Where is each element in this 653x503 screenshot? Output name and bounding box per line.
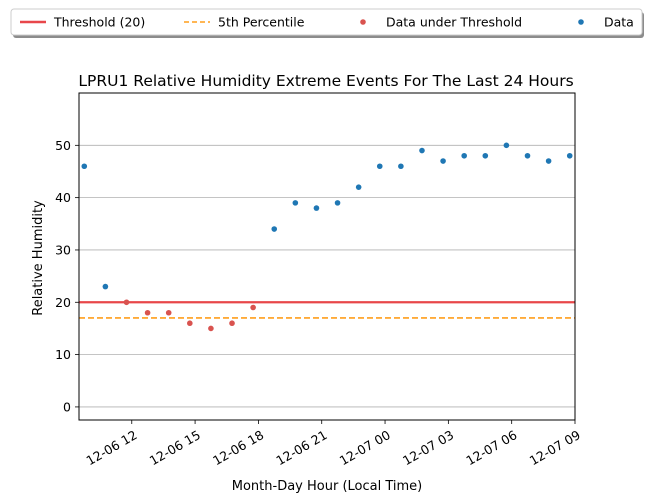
legend-box: [10, 8, 643, 36]
data-point: [545, 158, 552, 164]
x-tick-label: 12-06 18: [210, 427, 266, 468]
y-tick-label: 20: [55, 295, 71, 310]
data-point: [313, 205, 320, 211]
data-point: [271, 226, 278, 232]
legend-label: Data under Threshold: [386, 15, 522, 30]
legend-dot-swatch: [360, 19, 366, 25]
x-tick-label: 12-07 06: [463, 427, 519, 468]
chart-title: LPRU1 Relative Humidity Extreme Events F…: [78, 72, 573, 90]
data-point: [440, 158, 446, 164]
grid: [79, 144, 575, 408]
data-point: [250, 304, 256, 311]
data-point: [398, 163, 404, 170]
legend-label: Data: [604, 15, 634, 30]
legend-dot-swatch: [578, 19, 584, 25]
y-tick-label: 10: [55, 347, 71, 362]
data-point: [419, 147, 425, 154]
data-points: [81, 142, 573, 332]
x-axis: 12-06 12 12-06 15 12-06 18 12-06 21 12-07 00…: [83, 420, 583, 468]
y-axis-label: Relative Humidity: [31, 200, 46, 316]
x-tick-label: 12-06 21: [273, 427, 329, 468]
data-point: [334, 200, 341, 206]
x-tick-label: 12-07 00: [337, 427, 393, 468]
data-point: [355, 184, 362, 190]
data-point: [208, 325, 214, 332]
data-point: [102, 283, 109, 290]
y-tick-label: 40: [55, 190, 71, 205]
legend: Threshold (20) 5th Percentile Data under T…: [10, 8, 644, 38]
data-point: [461, 152, 467, 159]
y-axis: 0 10 20 30 40 50: [55, 138, 79, 414]
data-point: [566, 152, 573, 159]
data-point: [292, 200, 299, 206]
data-point: [524, 152, 531, 159]
data-point: [123, 299, 130, 306]
legend-label: Threshold (20): [53, 15, 145, 30]
data-point: [503, 142, 510, 149]
reference-lines: [79, 301, 575, 319]
y-tick-label: 50: [55, 138, 71, 153]
data-point: [187, 320, 193, 327]
data-point: [144, 309, 151, 316]
x-tick-label: 12-06 15: [147, 427, 203, 468]
y-tick-label: 30: [55, 242, 71, 257]
y-tick-label: 0: [63, 399, 71, 414]
legend-label: 5th Percentile: [218, 15, 305, 30]
data-point: [165, 309, 172, 316]
data-point: [81, 163, 88, 170]
x-axis-label: Month-Day Hour (Local Time): [232, 479, 422, 494]
plot-frame: [78, 92, 576, 421]
data-point: [482, 152, 489, 159]
x-tick-label: 12-06 12: [83, 427, 139, 468]
x-tick-label: 12-07 09: [527, 427, 583, 468]
data-point: [376, 163, 383, 170]
x-tick-label: 12-07 03: [400, 427, 456, 468]
data-point: [229, 320, 235, 327]
